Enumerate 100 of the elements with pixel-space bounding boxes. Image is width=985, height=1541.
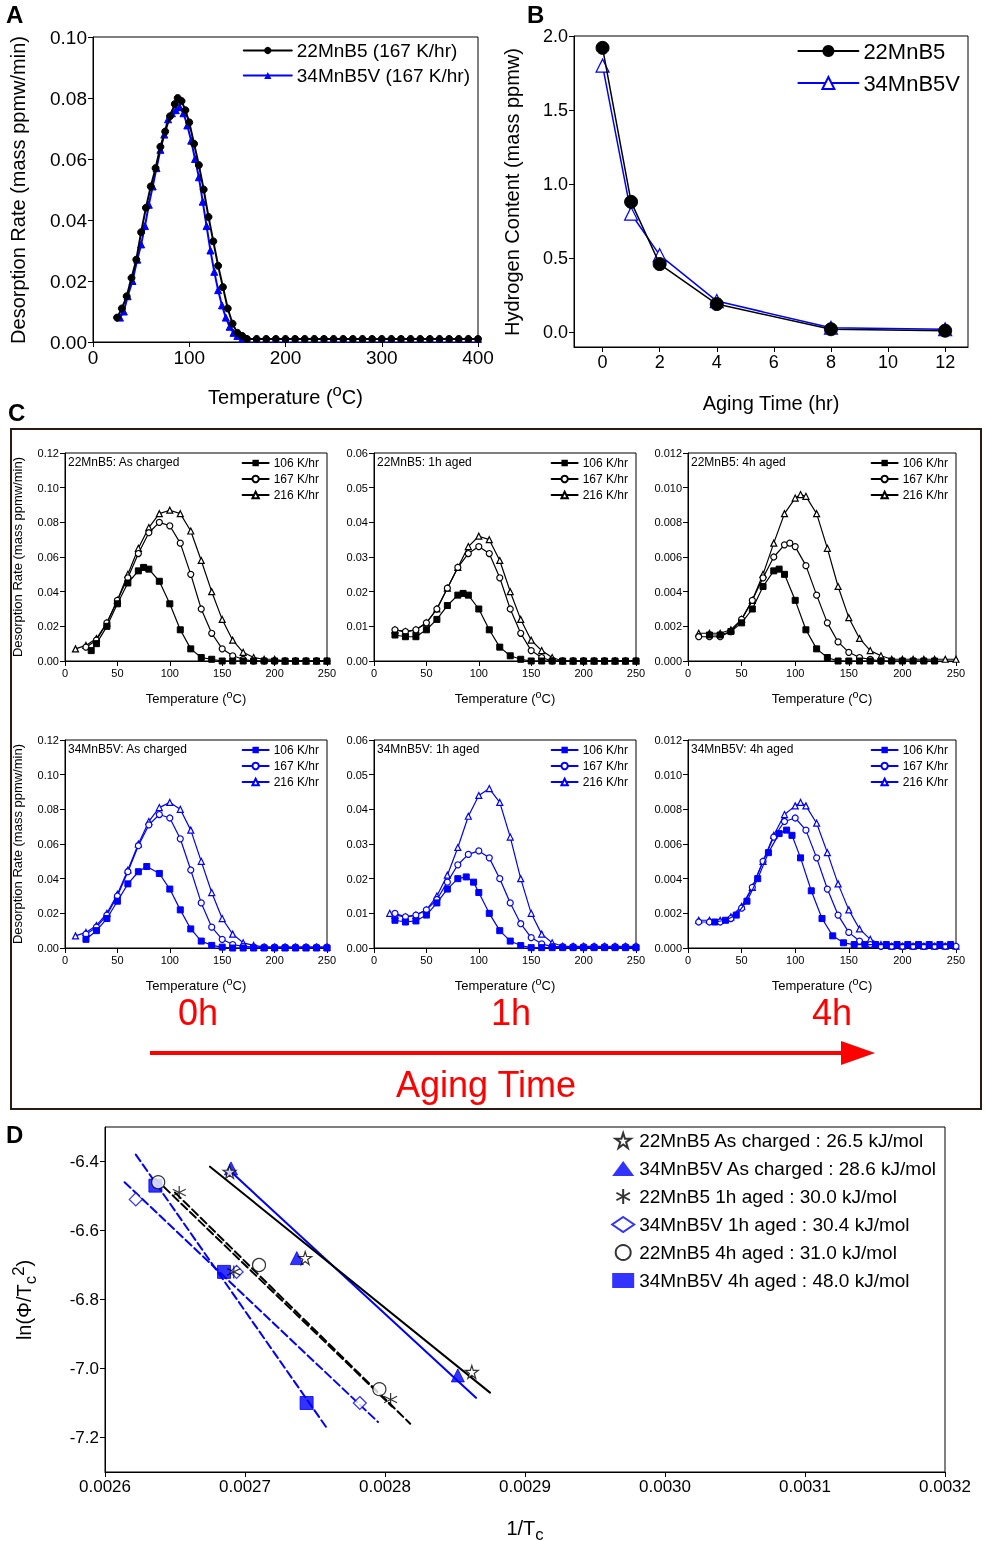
x-axis-title: Temperature ($^{o}$C) <box>145 975 247 994</box>
y-tick-label: 0.12 <box>37 447 59 459</box>
x-tick-label: 150 <box>213 666 232 679</box>
x-tick-label: 50 <box>420 666 433 679</box>
chart-title: 34MnB5V: 1h aged <box>377 742 480 757</box>
y-tick-label: 0.0 <box>542 322 568 343</box>
x-tick-label: 100 <box>173 347 206 368</box>
legend-label: 167 K/hr <box>582 472 629 486</box>
x-axis-title: Temperature ($^{o}$C) <box>454 975 556 994</box>
x-tick-label: 400 <box>462 347 494 368</box>
y-tick-label: 0.010 <box>654 768 682 781</box>
y-axis-title: Desorption Rate (mass ppmw/min) <box>9 456 26 658</box>
x-tick-label: 12 <box>935 352 956 372</box>
chart-title: 22MnB5: As charged <box>68 455 180 470</box>
x-tick-label: 2 <box>654 352 665 372</box>
legend-label: 106 K/hr <box>902 456 949 470</box>
chart-title: 34MnB5V: As charged <box>68 742 187 757</box>
x-tick-label: 100 <box>786 666 805 679</box>
x-tick-label: 150 <box>213 953 232 966</box>
legend-label: 216 K/hr <box>902 775 949 789</box>
x-tick-label: 100 <box>786 953 805 966</box>
x-tick-label: 200 <box>893 666 912 679</box>
y-tick-label: 0.000 <box>654 942 682 954</box>
legend-label: 167 K/hr <box>902 759 949 773</box>
chart-title: 22MnB5: 4h aged <box>691 455 786 470</box>
y-tick-label: 0.002 <box>654 907 682 920</box>
y-tick-label: 0.10 <box>50 26 87 48</box>
x-tick-label: 200 <box>574 666 593 679</box>
legend-label: 22MnB5 (167 K/hr) <box>296 40 458 61</box>
y-tick-label: 0.10 <box>37 481 59 494</box>
x-tick-label: 0 <box>87 347 99 368</box>
x-tick-label: 50 <box>111 953 124 966</box>
x-tick-label: 250 <box>317 953 337 966</box>
x-tick-label: 50 <box>735 953 748 966</box>
y-tick-label: 0.06 <box>50 148 87 170</box>
x-axis-title: Aging Time (hr) <box>702 392 840 414</box>
legend-label: 106 K/hr <box>273 456 320 470</box>
legend-label: 106 K/hr <box>273 743 320 757</box>
x-tick-label: 0.0031 <box>779 1477 831 1496</box>
y-tick-label: 0.010 <box>654 481 682 494</box>
y-tick-label: 0.012 <box>654 734 682 746</box>
x-tick-label: 0 <box>597 352 608 372</box>
x-tick-label: 100 <box>160 666 179 679</box>
y-tick-label: 0.05 <box>346 481 368 494</box>
y-tick-label: 0.008 <box>654 803 682 816</box>
x-tick-label: 100 <box>160 953 179 966</box>
x-axis-title: Temperature ($^{o}$C) <box>208 381 363 408</box>
x-tick-label: 200 <box>269 347 302 368</box>
x-tick-label: 0 <box>61 953 69 966</box>
x-tick-label: 0 <box>370 666 378 679</box>
x-tick-label: 250 <box>626 953 646 966</box>
x-tick-label: 0 <box>684 953 692 966</box>
y-tick-label: 0.10 <box>37 768 59 781</box>
legend-label: 34MnB5V 4h aged : 48.0 kJ/mol <box>639 1270 910 1291</box>
y-tick-label: 0.08 <box>37 803 59 816</box>
y-tick-label: 0.00 <box>37 942 59 954</box>
legend-label: 34MnB5V <box>863 70 961 96</box>
x-tick-label: 250 <box>946 953 966 966</box>
x-tick-label: 150 <box>839 953 858 966</box>
legend-label: 22MnB5 1h aged : 30.0 kJ/mol <box>639 1186 897 1207</box>
text: C <box>8 399 26 427</box>
legend-label: 22MnB5 As charged : 26.5 kJ/mol <box>639 1130 924 1151</box>
y-tick-label: 0.03 <box>346 838 368 850</box>
y-tick-label: 0.00 <box>346 942 368 954</box>
y-tick-label: 0.06 <box>37 838 59 850</box>
legend-label: 22MnB5 4h aged : 31.0 kJ/mol <box>639 1242 897 1263</box>
y-tick-label: 0.02 <box>346 585 368 598</box>
x-axis-title: Temperature ($^{o}$C) <box>771 975 873 994</box>
x-tick-label: 250 <box>317 666 337 679</box>
y-tick-label: 0.02 <box>50 270 87 292</box>
legend-label: 167 K/hr <box>902 472 949 486</box>
legend-label: 216 K/hr <box>582 775 629 789</box>
chart-title: B <box>527 1 545 29</box>
text: 0h <box>178 992 219 1034</box>
y-tick-label: 1.0 <box>542 174 568 195</box>
legend-label: 34MnB5V As charged : 28.6 kJ/mol <box>639 1158 936 1179</box>
text: 1h <box>491 992 532 1034</box>
x-tick-label: 0.0026 <box>79 1477 131 1496</box>
y-tick-label: 0.00 <box>346 655 368 667</box>
y-tick-label: -6.4 <box>69 1152 99 1171</box>
y-tick-label: 0.06 <box>37 551 59 563</box>
x-tick-label: 50 <box>111 666 124 679</box>
y-tick-label: -7.0 <box>69 1359 99 1378</box>
y-axis-title: Desorption Rate (mass ppmw/min) <box>9 743 26 945</box>
y-tick-label: 0.04 <box>346 803 368 816</box>
y-tick-label: 0.08 <box>37 516 59 529</box>
y-tick-label: -6.6 <box>69 1221 99 1240</box>
x-tick-label: 0.0032 <box>919 1477 971 1496</box>
y-tick-label: 0.02 <box>37 620 59 633</box>
legend-label: 216 K/hr <box>273 775 320 789</box>
x-tick-label: 200 <box>265 666 284 679</box>
y-tick-label: 0.06 <box>346 734 368 746</box>
x-tick-label: 100 <box>469 666 488 679</box>
legend-label: 106 K/hr <box>582 456 629 470</box>
x-tick-label: 0 <box>370 953 378 966</box>
y-tick-label: 0.03 <box>346 551 368 563</box>
x-tick-label: 0 <box>61 666 69 679</box>
y-tick-label: 0.12 <box>37 734 59 746</box>
x-axis-title: Temperature ($^{o}$C) <box>454 688 556 707</box>
x-tick-label: 4 <box>711 352 722 372</box>
